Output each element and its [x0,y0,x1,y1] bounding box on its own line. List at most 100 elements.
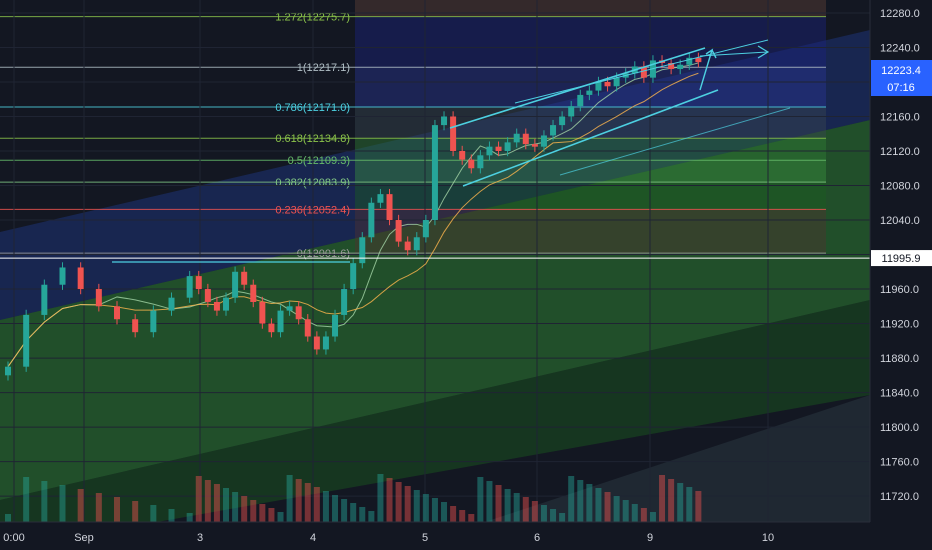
volume-bar [659,475,666,522]
x-tick-label: 3 [197,532,203,544]
candle-body [59,267,66,285]
volume-bar [595,488,602,522]
candle-body [604,81,611,87]
volume-bar [150,505,157,522]
volume-bar [259,504,266,522]
volume-bar [77,489,84,522]
volume-bars [5,474,702,522]
volume-bar [332,495,339,522]
zigzag-arrow-icon [699,48,717,91]
x-tick-label: 6 [534,532,540,544]
volume-bar [631,504,638,522]
candle-body [41,284,48,315]
last-price: 12223.4 [881,65,921,77]
volume-bar [95,493,102,522]
y-tick-label: 11960.0 [880,284,919,296]
horizontal-level[interactable] [0,257,870,263]
candle-body [368,202,375,238]
candle-body [95,289,102,307]
candle-body [395,220,402,242]
volume-bar [168,509,175,522]
volume-bar [59,485,66,522]
candle-body [23,314,30,367]
candle-body [114,306,121,320]
volume-bar [559,513,566,522]
candle-body [332,314,339,337]
volume-bar [322,491,329,522]
y-tick-label: 11720.0 [880,491,919,503]
candle-body [486,146,493,156]
candle-body [422,220,429,238]
bar-countdown: 07:16 [887,82,915,94]
fib-band [355,106,826,139]
volume-bar [604,492,611,522]
candle-body [504,142,511,151]
volume-bar [395,482,402,522]
candle-body [468,159,475,169]
last-price-badge: 12223.4 07:16 [871,60,932,96]
moving-average-line [7,72,699,367]
volume-bar [522,497,529,522]
volume-bar [540,505,547,522]
volume-bar [132,501,139,522]
candle-body [640,66,647,78]
channel-band-gray-bottom [400,395,870,550]
volume-bar [677,483,684,522]
candle-body [531,144,538,147]
fib-level-label: 1(12217.1) [297,62,350,74]
volume-bar [295,479,302,522]
volume-bar [577,480,584,522]
time-axis[interactable]: 0:00 Sep 3 4 5 6 9 10 [3,532,774,544]
y-tick-label: 11800.0 [880,422,919,434]
candle-body [341,289,348,315]
volume-bar [504,489,511,522]
x-tick-label: 0:00 [3,532,24,544]
volume-bar [649,512,656,522]
y-tick-label: 11760.0 [880,457,919,469]
volume-bar [386,478,393,522]
fib-band [355,138,826,161]
x-tick-label: 4 [310,532,316,544]
volume-bar [468,514,475,522]
x-tick-label: 10 [762,532,774,544]
candle-body [577,94,584,107]
volume-bar [241,496,248,522]
volume-bar [223,488,230,522]
volume-bar [268,508,275,522]
volume-bar [441,502,448,522]
candle-body [413,237,420,251]
candle-body [186,276,193,298]
volume-bar [304,483,311,522]
price-axis[interactable]: 11720.0 11760.0 11800.0 11840.0 11880.0 11920… [880,8,920,503]
volume-bar [495,485,502,522]
volume-bar [477,477,484,522]
volume-bar [277,512,284,522]
time-axis-background [0,522,932,550]
y-tick-label: 11840.0 [880,388,919,400]
candle-body [540,135,547,147]
candle-body [459,150,466,160]
volume-bar [41,481,48,522]
volume-bar [586,484,593,522]
volume-bar [23,477,30,522]
volume-bar [404,486,411,522]
candle-body [377,194,384,203]
candle-body [322,336,329,350]
ascending-channel[interactable] [449,39,791,187]
volume-bar [459,510,466,522]
candle-body [204,289,211,302]
volume-bar [422,494,429,522]
fib-band [355,16,826,68]
candle-body [550,125,557,136]
channel-arrow-line [514,39,769,104]
candle-body [5,366,11,376]
volume-bar [622,500,629,522]
hline-price-badge: 11995.9 [871,250,932,267]
volume-bar [668,479,675,522]
volume-bar [195,476,202,522]
candle-body [441,116,448,126]
volume-bar [114,497,121,522]
candle-body [232,271,239,298]
y-tick-label: 12240.0 [880,42,920,54]
